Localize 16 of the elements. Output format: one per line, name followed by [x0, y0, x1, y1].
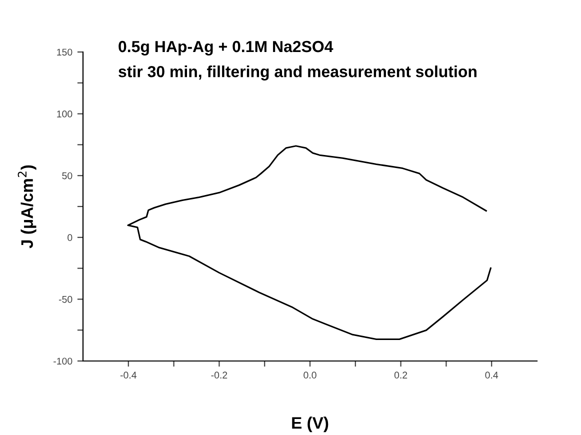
y-tick-label: 50 [62, 172, 72, 180]
y-tick-label: 150 [57, 48, 72, 56]
x-tick-label: 0.2 [394, 372, 408, 379]
x-axis-title: E (V) [292, 416, 328, 432]
y-tick-label: -50 [58, 296, 72, 303]
x-tick-label: 0.4 [485, 372, 498, 379]
y-tick-label: 0 [68, 234, 72, 242]
y-tick-label: 100 [57, 110, 72, 118]
text: stir 30 min, filltering and measurement solution [118, 66, 476, 80]
x-tick-label: -0.2 [211, 372, 228, 379]
chart-title: 0.5g HAp-Ag + 0.1M Na2SO4 [118, 40, 334, 56]
x-tick-label: 0.0 [304, 372, 316, 379]
x-tick-label: -0.4 [120, 372, 136, 379]
y-axis-title: J (μA/cm$^{2}$) [18, 165, 36, 248]
line-series [127, 145, 492, 340]
y-tick-label: -100 [54, 358, 72, 365]
